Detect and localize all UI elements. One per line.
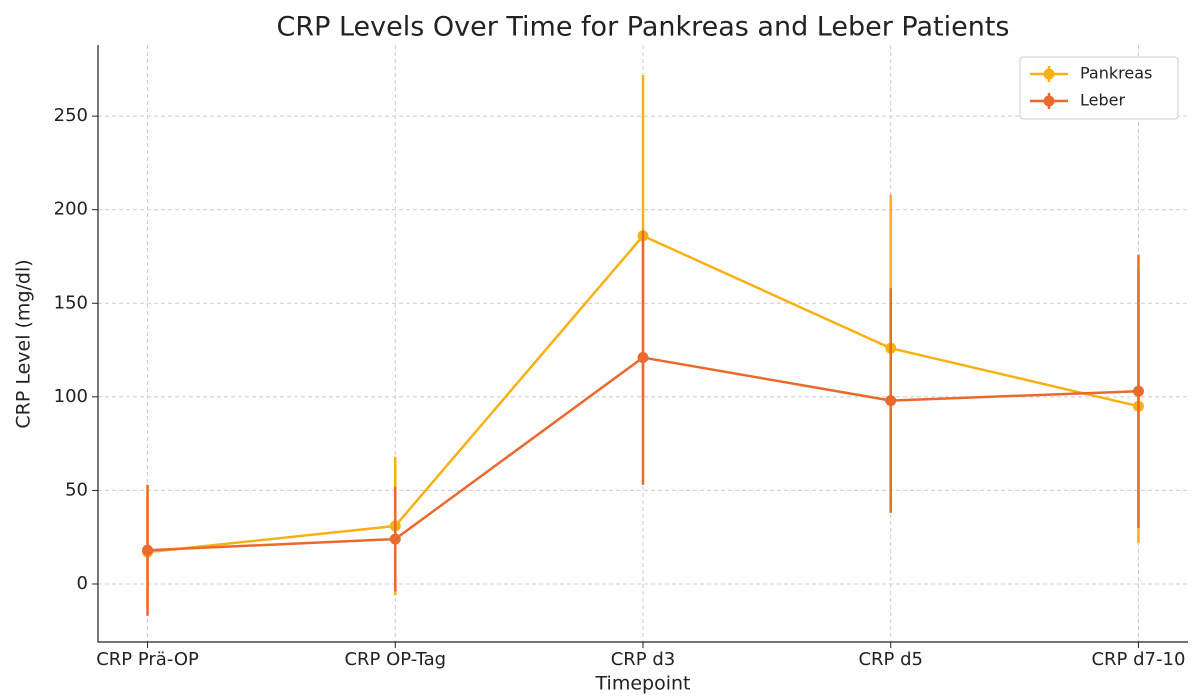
- legend-marker: [1043, 95, 1055, 107]
- chart-title: CRP Levels Over Time for Pankreas and Le…: [276, 12, 1009, 43]
- data-point: [389, 533, 401, 545]
- x-tick-label: CRP Prä-OP: [96, 649, 199, 670]
- legend-label: Leber: [1080, 91, 1125, 110]
- legend-label: Pankreas: [1080, 64, 1152, 83]
- x-tick-label: CRP d3: [611, 649, 676, 670]
- data-point: [637, 352, 649, 364]
- y-tick-label: 100: [54, 386, 88, 407]
- data-point: [1132, 385, 1144, 397]
- y-tick-label: 50: [65, 479, 88, 500]
- x-axis-label: Timepoint: [595, 673, 691, 695]
- data-point: [142, 544, 154, 556]
- x-tick-label: CRP d5: [858, 649, 923, 670]
- legend-marker: [1043, 68, 1055, 80]
- legend-box: [1019, 56, 1179, 120]
- x-tick-label: CRP d7-10: [1091, 649, 1185, 670]
- y-axis-label: CRP Level (mg/dl): [13, 259, 35, 428]
- x-tick-label: CRP OP-Tag: [344, 649, 446, 670]
- y-tick-label: 0: [77, 573, 88, 594]
- y-tick-label: 250: [54, 105, 88, 126]
- axes: [97, 45, 1188, 643]
- y-tick-label: 200: [54, 199, 88, 220]
- y-tick-label: 150: [54, 292, 88, 313]
- data-point: [885, 395, 897, 407]
